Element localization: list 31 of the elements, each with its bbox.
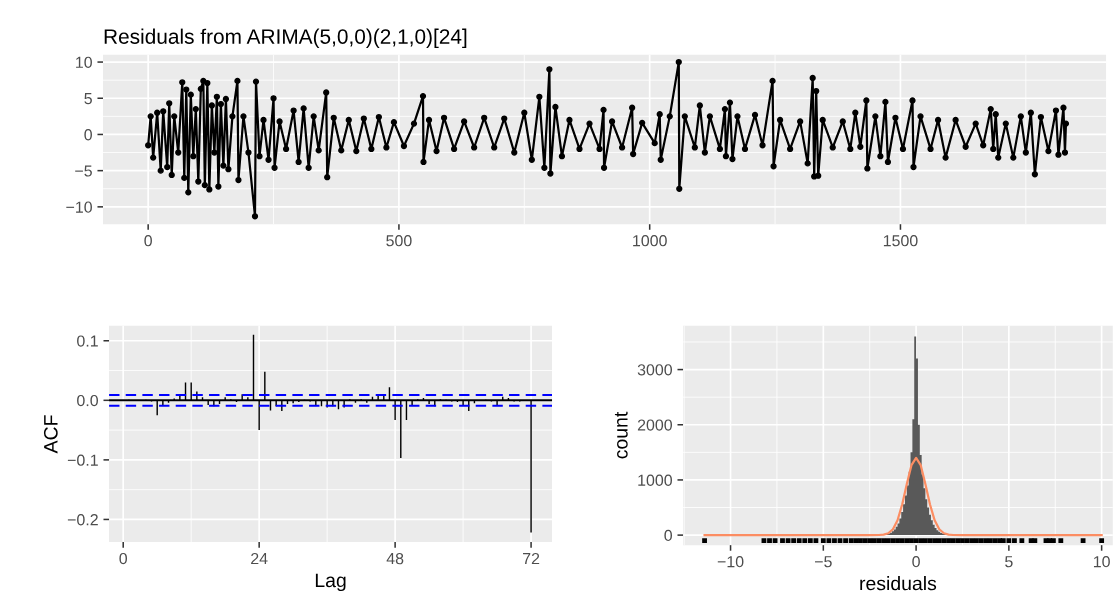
y-tick-label: −5 [75, 165, 92, 177]
x-tick-label: 48 [386, 552, 404, 565]
chart-title: Residuals from ARIMA(5,0,0)(2,1,0)[24] [104, 28, 467, 49]
y-tick-label: 0.0 [77, 394, 99, 407]
y-tick-label: 0 [664, 529, 673, 542]
x-tick-label: 0 [144, 235, 152, 247]
y-tick-label: −0.1 [67, 454, 98, 466]
y-axis-title: ACF [43, 415, 58, 454]
x-tick-label: 5 [1005, 556, 1013, 568]
x-tick-label: −5 [815, 556, 832, 568]
x-tick-label: 24 [251, 552, 268, 565]
y-tick-label: 0.1 [77, 335, 98, 347]
x-tick-label: 0 [912, 556, 920, 568]
y-tick-label: 2000 [637, 419, 673, 431]
x-tick-label: 0 [119, 552, 128, 565]
x-tick-label: 72 [523, 552, 540, 565]
y-tick-label: 5 [84, 93, 92, 105]
y-tick-label: 3000 [637, 364, 673, 376]
y-tick-label: 10 [76, 56, 92, 69]
x-tick-label: 500 [386, 235, 412, 247]
y-tick-label: 0 [84, 129, 92, 141]
y-axis-title: count [614, 411, 628, 459]
x-axis-title: Lag [315, 573, 346, 592]
y-tick-label: 1000 [638, 474, 673, 486]
x-tick-label: 10 [1093, 556, 1110, 568]
y-tick-label: −0.2 [67, 514, 98, 526]
x-tick-label: 1500 [883, 235, 918, 247]
y-tick-label: −10 [66, 201, 92, 213]
x-axis-title: residuals [860, 576, 937, 591]
line-series [703, 456, 1103, 537]
x-tick-label: −10 [717, 556, 744, 568]
